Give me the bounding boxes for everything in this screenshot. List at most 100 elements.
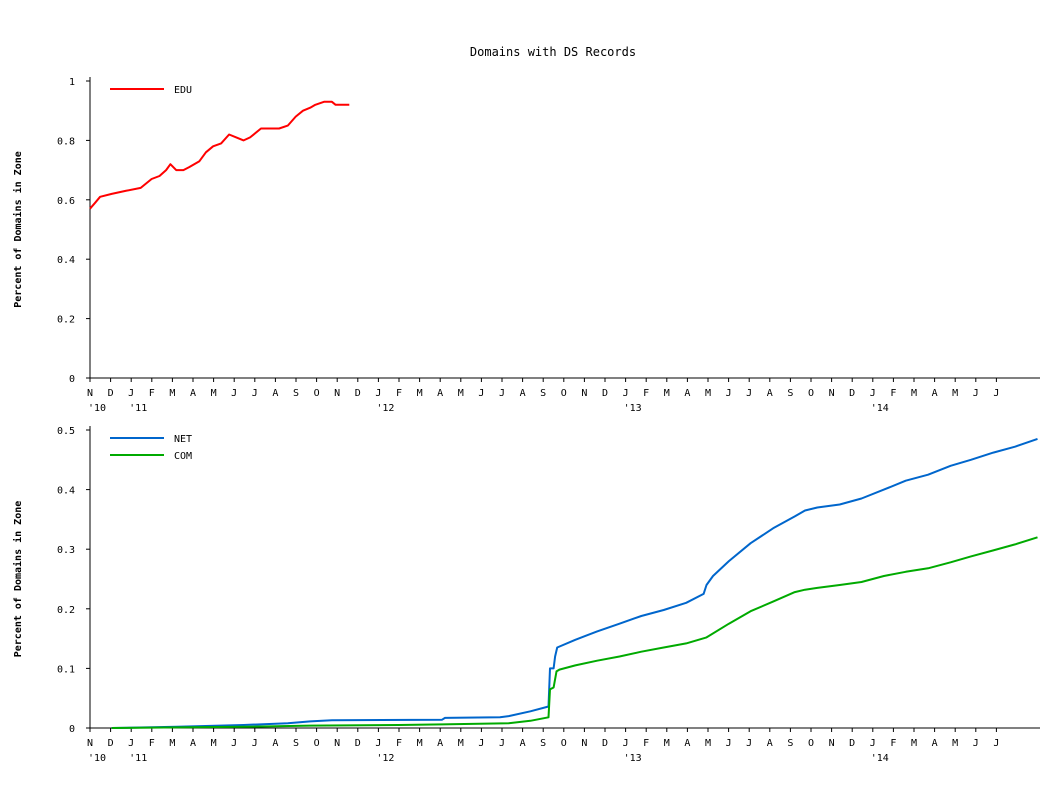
x-tick-label: N: [334, 738, 340, 749]
x-year-label: '10: [88, 753, 106, 764]
x-year-label: '14: [871, 403, 889, 414]
x-tick-label: D: [108, 388, 114, 399]
x-tick-label: D: [602, 388, 608, 399]
x-tick-label: M: [911, 738, 917, 749]
x-tick-label: A: [437, 738, 443, 749]
y-axis-label: Percent of Domains in Zone: [12, 151, 24, 308]
x-tick-label: J: [478, 738, 484, 749]
x-tick-label: J: [252, 388, 258, 399]
x-tick-label: A: [272, 738, 278, 749]
x-tick-label: N: [829, 388, 835, 399]
x-tick-label: F: [149, 738, 155, 749]
x-tick-label: A: [190, 738, 196, 749]
x-tick-label: A: [190, 388, 196, 399]
x-year-label: '13: [624, 753, 642, 764]
x-tick-label: J: [499, 738, 505, 749]
x-tick-label: N: [87, 738, 93, 749]
legend-label: NET: [174, 434, 192, 445]
x-tick-label: N: [581, 738, 587, 749]
x-tick-label: A: [932, 388, 938, 399]
x-tick-label: A: [767, 738, 773, 749]
x-tick-label: J: [726, 738, 732, 749]
x-tick-label: D: [849, 738, 855, 749]
x-tick-label: O: [808, 738, 814, 749]
x-tick-label: J: [746, 738, 752, 749]
legend-label: COM: [174, 451, 192, 462]
x-tick-label: J: [973, 738, 979, 749]
x-tick-label: J: [375, 738, 381, 749]
x-year-label: '14: [871, 753, 889, 764]
x-tick-label: S: [540, 388, 546, 399]
x-tick-label: M: [705, 738, 711, 749]
x-tick-label: A: [520, 388, 526, 399]
x-tick-label: O: [561, 388, 567, 399]
x-year-label: '13: [624, 403, 642, 414]
series-line-net: [111, 437, 1038, 729]
x-tick-label: D: [602, 738, 608, 749]
y-tick-label: 0.6: [57, 196, 75, 207]
x-tick-label: J: [252, 738, 258, 749]
y-tick-label: 0.1: [57, 664, 75, 675]
y-tick-label: 0: [69, 374, 75, 385]
x-tick-label: D: [355, 388, 361, 399]
x-tick-label: M: [169, 388, 175, 399]
y-tick-label: 1: [69, 77, 75, 88]
x-tick-label: M: [169, 738, 175, 749]
x-tick-label: M: [417, 738, 423, 749]
x-tick-label: A: [684, 388, 690, 399]
x-tick-label: J: [993, 738, 999, 749]
y-tick-label: 0: [69, 724, 75, 735]
x-tick-label: J: [128, 738, 134, 749]
x-tick-label: F: [396, 738, 402, 749]
x-tick-label: M: [952, 388, 958, 399]
x-tick-label: D: [355, 738, 361, 749]
x-tick-label: M: [952, 738, 958, 749]
x-tick-label: F: [149, 388, 155, 399]
legend-label: EDU: [174, 85, 192, 96]
x-tick-label: S: [787, 738, 793, 749]
x-tick-label: O: [314, 738, 320, 749]
x-tick-label: O: [314, 388, 320, 399]
x-tick-label: J: [623, 738, 629, 749]
x-tick-label: A: [272, 388, 278, 399]
y-tick-label: 0.2: [57, 605, 75, 616]
x-tick-label: D: [849, 388, 855, 399]
x-tick-label: J: [231, 738, 237, 749]
x-tick-label: S: [293, 388, 299, 399]
chart-title: Domains with DS Records: [470, 45, 636, 59]
x-tick-label: N: [87, 388, 93, 399]
x-tick-label: N: [334, 388, 340, 399]
y-tick-label: 0.4: [57, 255, 75, 266]
x-tick-label: J: [746, 388, 752, 399]
x-year-label: '11: [129, 753, 147, 764]
x-tick-label: F: [643, 388, 649, 399]
x-tick-label: A: [520, 738, 526, 749]
y-tick-label: 0.8: [57, 136, 75, 147]
series-line-com: [111, 536, 1038, 729]
x-tick-label: M: [911, 388, 917, 399]
x-tick-label: J: [499, 388, 505, 399]
x-tick-label: M: [664, 388, 670, 399]
x-tick-label: F: [643, 738, 649, 749]
series-line-edu: [89, 100, 350, 210]
x-tick-label: J: [973, 388, 979, 399]
x-tick-label: J: [231, 388, 237, 399]
x-tick-label: A: [767, 388, 773, 399]
x-tick-label: J: [870, 388, 876, 399]
x-tick-label: J: [128, 388, 134, 399]
x-year-label: '11: [129, 403, 147, 414]
x-tick-label: F: [396, 388, 402, 399]
x-tick-label: A: [437, 388, 443, 399]
x-year-label: '12: [376, 403, 394, 414]
x-tick-label: O: [808, 388, 814, 399]
x-tick-label: A: [932, 738, 938, 749]
x-tick-label: J: [375, 388, 381, 399]
x-tick-label: F: [890, 388, 896, 399]
y-tick-label: 0.5: [57, 426, 75, 437]
x-tick-label: S: [293, 738, 299, 749]
x-year-label: '12: [376, 753, 394, 764]
x-tick-label: J: [478, 388, 484, 399]
y-tick-label: 0.3: [57, 545, 75, 556]
